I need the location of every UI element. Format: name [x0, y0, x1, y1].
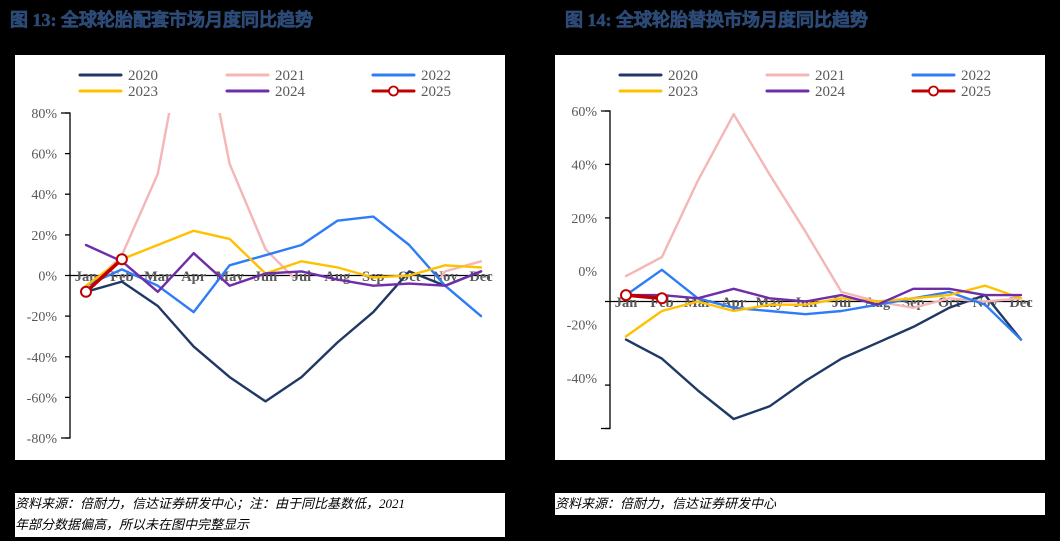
svg-text:2020: 2020	[128, 68, 158, 84]
svg-text:60%: 60%	[31, 148, 57, 163]
svg-text:-80%: -80%	[27, 432, 58, 447]
svg-text:2025: 2025	[421, 84, 451, 100]
svg-text:2024: 2024	[275, 84, 306, 100]
svg-text:2022: 2022	[961, 68, 991, 84]
svg-text:2025: 2025	[961, 84, 991, 100]
svg-text:20%: 20%	[31, 229, 57, 244]
svg-text:2023: 2023	[128, 84, 158, 100]
svg-text:0%: 0%	[578, 265, 597, 280]
svg-text:80%: 80%	[31, 107, 57, 122]
svg-text:2022: 2022	[421, 68, 451, 84]
svg-text:2024: 2024	[815, 84, 846, 100]
svg-text:20%: 20%	[571, 212, 597, 227]
svg-text:60%: 60%	[571, 105, 597, 120]
svg-text:40%: 40%	[31, 188, 57, 203]
svg-text:-20%: -20%	[27, 310, 58, 325]
svg-text:2020: 2020	[668, 68, 698, 84]
svg-text:0%: 0%	[38, 270, 57, 285]
svg-text:2021: 2021	[815, 68, 845, 84]
svg-text:2021: 2021	[275, 68, 305, 84]
svg-text:2023: 2023	[668, 84, 698, 100]
svg-text:Apr: Apr	[181, 269, 207, 285]
svg-text:-40%: -40%	[567, 372, 598, 387]
svg-text:-60%: -60%	[27, 391, 58, 406]
svg-text:-20%: -20%	[567, 319, 598, 334]
svg-text:40%: 40%	[571, 159, 597, 174]
svg-text:-40%: -40%	[27, 351, 58, 366]
